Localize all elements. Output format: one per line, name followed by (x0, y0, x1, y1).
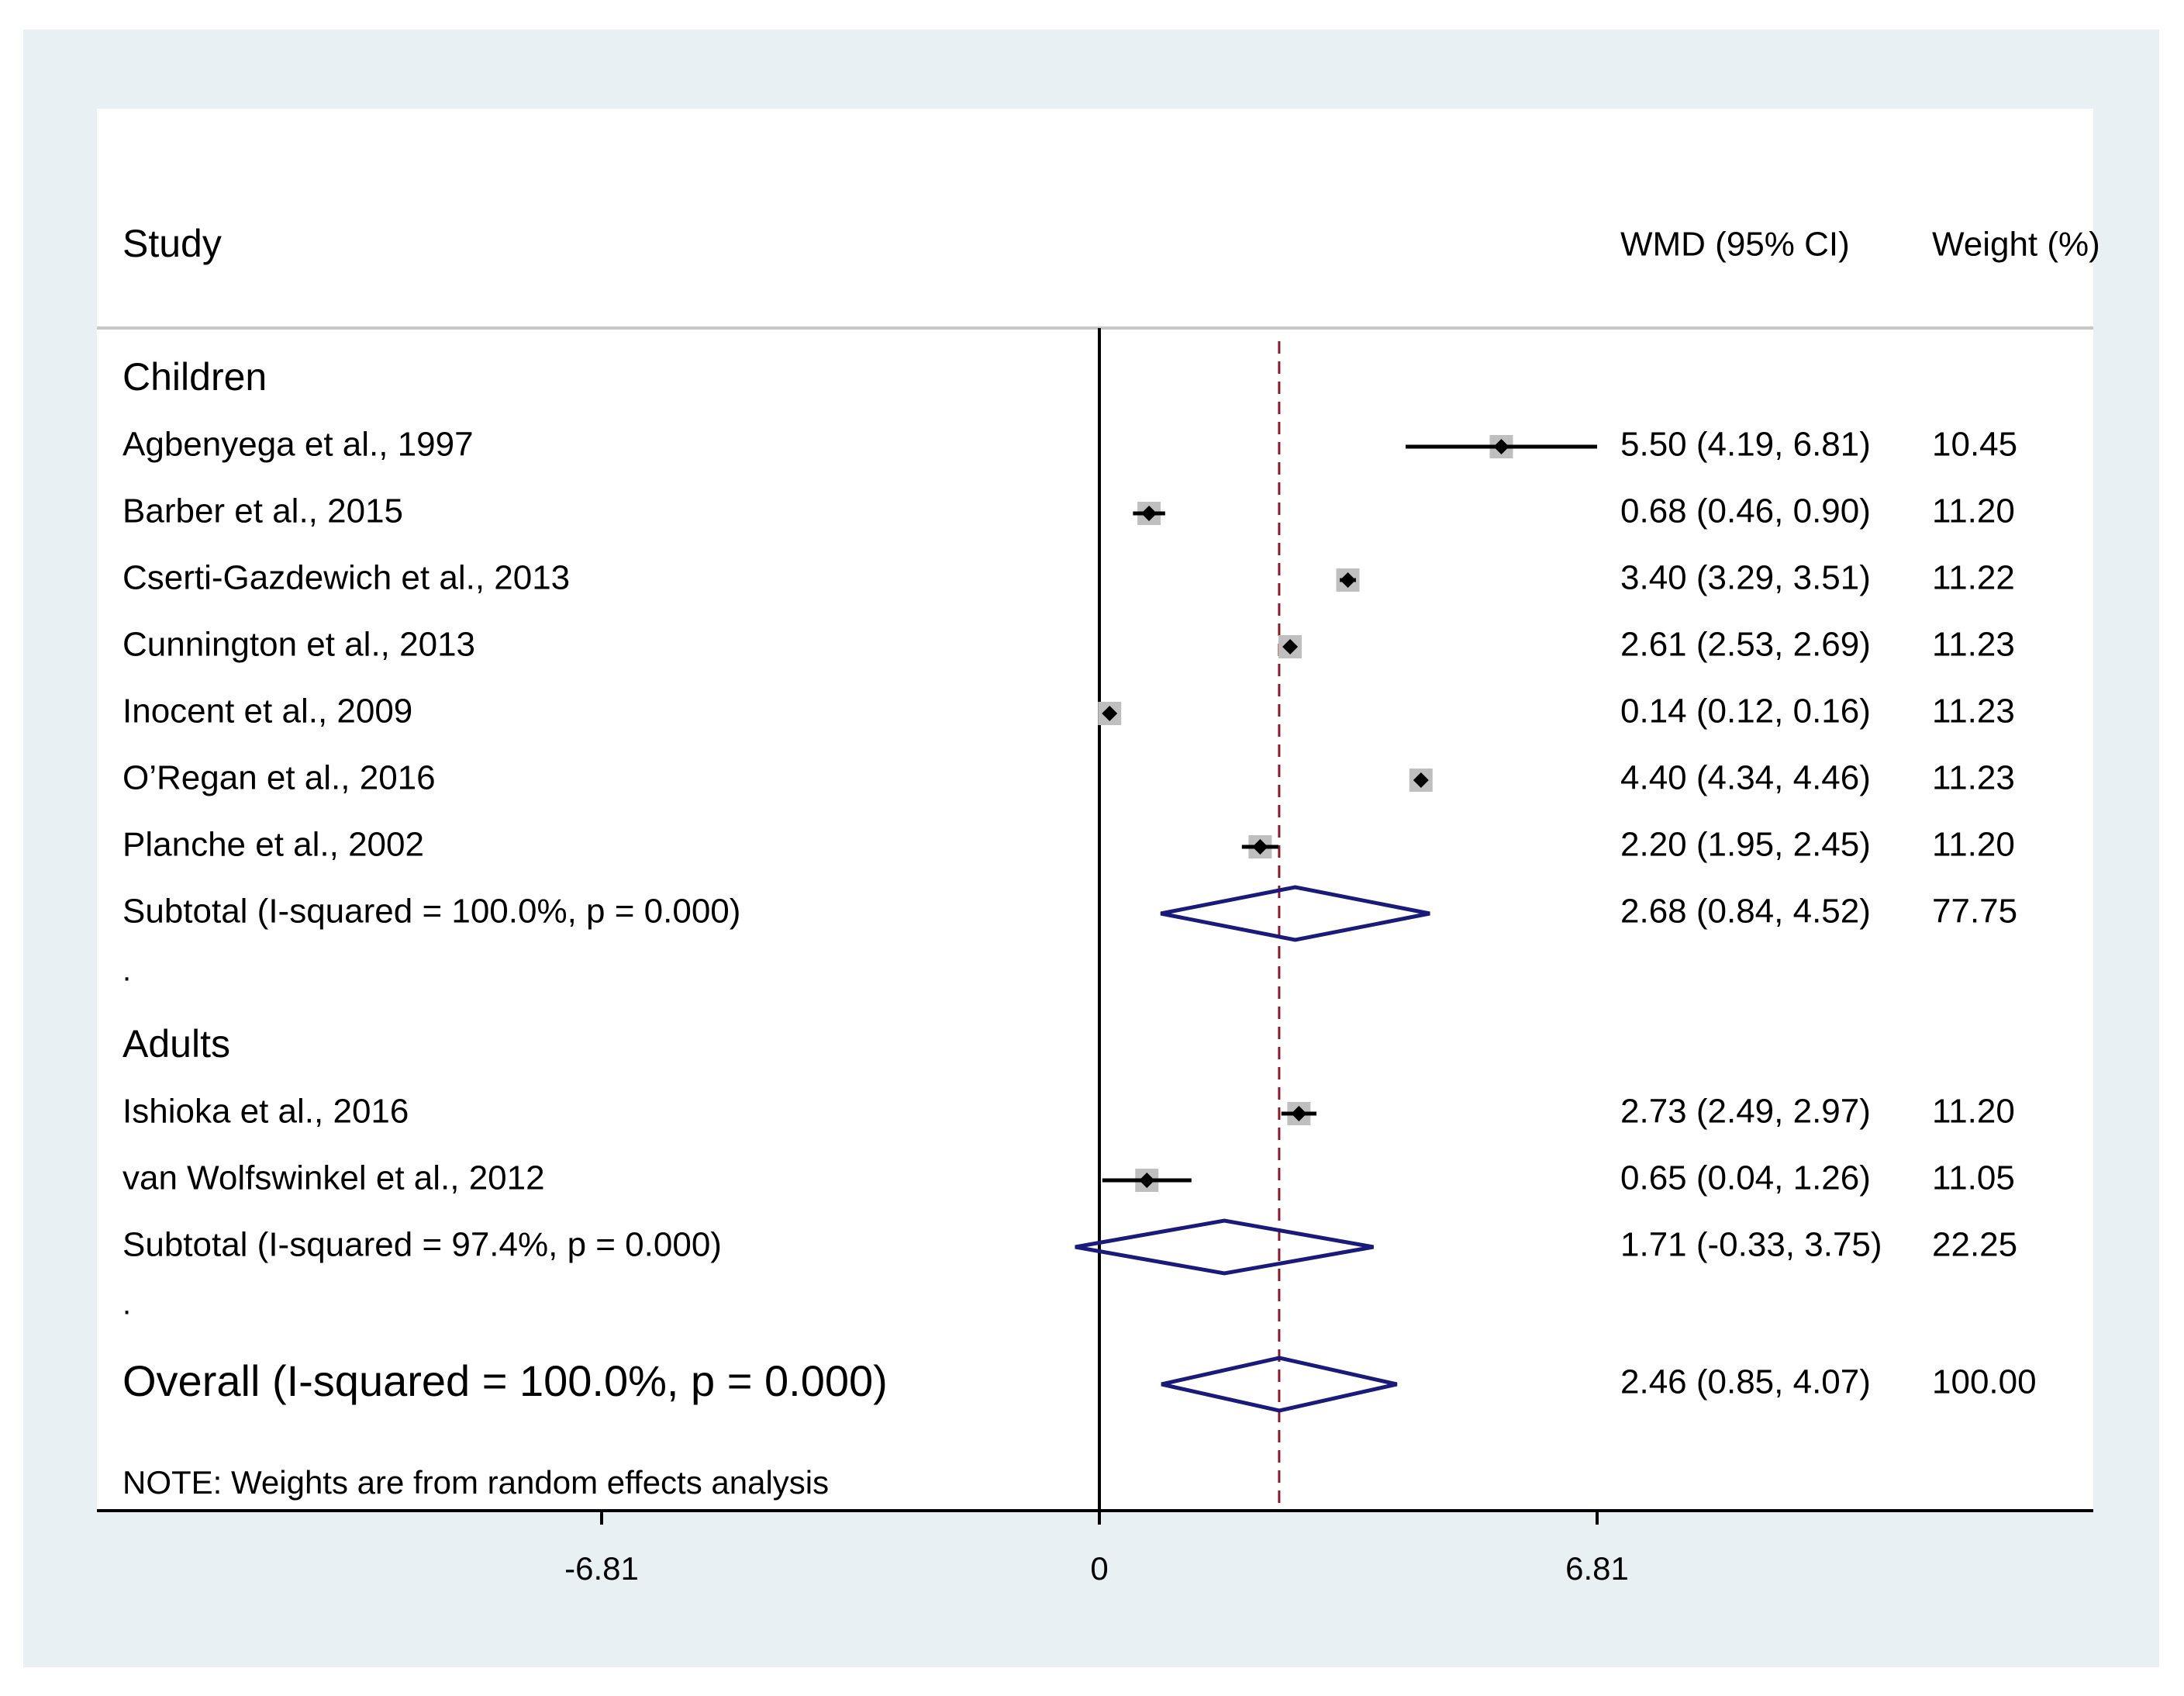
column-header-effect: WMD (95% CI) (1620, 226, 1850, 264)
x-tick-label: 0 (1090, 1550, 1108, 1587)
group-separator-dot: . (122, 1287, 131, 1321)
study-label: Barber et al., 2015 (122, 492, 403, 530)
study-point-estimate (1340, 572, 1356, 588)
study-ci-text: 5.50 (4.19, 6.81) (1620, 426, 1871, 464)
study-ci-text: 2.73 (2.49, 2.97) (1620, 1093, 1871, 1131)
overall-weight: 100.00 (1932, 1363, 2037, 1401)
study-weight: 11.22 (1932, 559, 2015, 597)
study-label: Agbenyega et al., 1997 (122, 426, 474, 464)
subtotal-ci-text: 2.68 (0.84, 4.52) (1620, 893, 1871, 931)
study-label: van Wolfswinkel et al., 2012 (122, 1159, 545, 1197)
study-weight: 11.20 (1932, 492, 2015, 530)
study-ci-text: 0.14 (0.12, 0.16) (1620, 693, 1871, 731)
study-point-estimate (1252, 839, 1268, 855)
column-header-weight: Weight (%) (1932, 226, 2100, 264)
study-label: Cunnington et al., 2013 (122, 626, 475, 664)
study-label: Inocent et al., 2009 (122, 693, 412, 731)
group-separator-dot: . (122, 954, 131, 988)
study-point-estimate (1139, 1173, 1155, 1188)
study-weight: 10.45 (1932, 426, 2017, 464)
study-label: Planche et al., 2002 (122, 826, 424, 864)
subtotal-weight: 22.25 (1932, 1226, 2017, 1264)
subtotal-label: Subtotal (I-squared = 97.4%, p = 0.000) (122, 1226, 722, 1264)
subtotal-label: Subtotal (I-squared = 100.0%, p = 0.000) (122, 893, 740, 931)
plot-panel (97, 109, 2093, 1512)
overall-diamond (1161, 1356, 1398, 1413)
study-ci-text: 0.65 (0.04, 1.26) (1620, 1159, 1871, 1197)
overall-ci-text: 2.46 (0.85, 4.07) (1620, 1363, 1871, 1401)
study-ci-text: 4.40 (4.34, 4.46) (1620, 759, 1871, 797)
study-weight: 11.23 (1932, 759, 2015, 797)
overall-label: Overall (I-squared = 100.0%, p = 0.000) (122, 1356, 888, 1405)
subtotal-diamond (1075, 1218, 1374, 1276)
x-tick-label: -6.81 (564, 1550, 639, 1587)
study-point-estimate (1413, 772, 1429, 788)
study-point-estimate (1493, 439, 1509, 454)
study-ci-text: 2.20 (1.95, 2.45) (1620, 826, 1871, 864)
x-tick-label: 6.81 (1565, 1550, 1629, 1587)
subtotal-ci-text: 1.71 (-0.33, 3.75) (1620, 1226, 1882, 1264)
weights-note: NOTE: Weights are from random effects an… (122, 1464, 829, 1501)
study-point-estimate (1282, 639, 1299, 655)
study-ci-text: 3.40 (3.29, 3.51) (1620, 559, 1871, 597)
study-weight: 11.20 (1932, 826, 2015, 864)
subtotal-diamond (1160, 885, 1430, 942)
study-ci-text: 2.61 (2.53, 2.69) (1620, 626, 1871, 664)
study-weight: 11.23 (1932, 693, 2015, 731)
column-header-study: Study (122, 222, 222, 265)
study-ci-text: 0.68 (0.46, 0.90) (1620, 492, 1871, 530)
study-weight: 11.23 (1932, 626, 2015, 664)
study-label: Ishioka et al., 2016 (122, 1093, 409, 1131)
study-point-estimate (1291, 1106, 1307, 1121)
study-weight: 11.20 (1932, 1093, 2015, 1131)
study-point-estimate (1102, 706, 1118, 721)
study-label: Cserti-Gazdewich et al., 2013 (122, 559, 570, 597)
study-weight: 11.05 (1932, 1159, 2015, 1197)
study-label: O’Regan et al., 2016 (122, 759, 436, 797)
group-heading-children: Children (122, 355, 267, 399)
study-point-estimate (1141, 506, 1158, 521)
subtotal-weight: 77.75 (1932, 893, 2017, 931)
group-heading-adults: Adults (122, 1022, 230, 1066)
